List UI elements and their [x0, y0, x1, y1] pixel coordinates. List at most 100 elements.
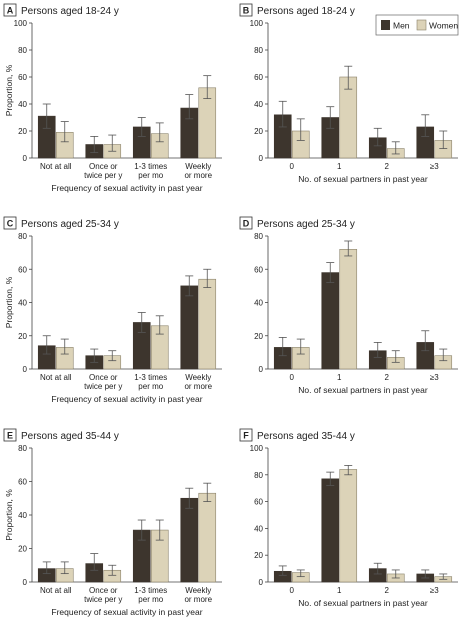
bar-men: [180, 285, 199, 370]
y-tick-label: 60: [18, 73, 27, 82]
x-tick-label: 1-3 times: [134, 373, 167, 382]
x-tick-label: 0: [290, 162, 295, 171]
y-tick-label: 20: [254, 332, 263, 341]
x-tick-label: or more: [184, 595, 212, 604]
chart-panel-f: F Persons aged 35-44 y 0 20 40 60 80 100 0 1 2 ≥3No…: [239, 428, 458, 608]
bar-women: [198, 492, 217, 583]
y-tick-label: 0: [23, 154, 28, 163]
bar-women: [339, 249, 358, 370]
x-tick-label: Not at all: [40, 162, 72, 171]
y-tick-label: 20: [18, 332, 27, 341]
y-tick-label: 20: [254, 551, 263, 560]
x-tick-label: 1: [337, 162, 342, 171]
panel-badge: [3, 3, 17, 17]
y-tick-label: 80: [18, 232, 27, 241]
x-tick-label: 2: [385, 373, 390, 382]
x-tick-label: twice per y: [84, 171, 122, 180]
panel-letter: C: [7, 219, 14, 229]
legend-swatch-men: [381, 20, 390, 30]
y-tick-label: 40: [18, 100, 27, 109]
panel-title: Persons aged 18-24 y: [257, 6, 355, 17]
x-tick-label: Weekly: [185, 373, 211, 382]
x-tick-label: 1: [337, 373, 342, 382]
x-tick-label: 0: [290, 373, 295, 382]
x-tick-label: twice per y: [84, 382, 122, 391]
panel-letter: D: [243, 219, 250, 229]
y-tick-label: 80: [18, 46, 27, 55]
x-tick-label: 0: [290, 586, 295, 595]
y-tick-label: 80: [254, 232, 263, 241]
x-tick-label: Weekly: [185, 586, 211, 595]
chart-panel-a: A Persons aged 18-24 y 0 20 40 60 80 100 Proport…: [3, 3, 222, 193]
y-tick-label: 80: [254, 471, 263, 480]
y-tick-label: 100: [14, 19, 28, 28]
y-tick-label: 40: [254, 299, 263, 308]
panel-title: Persons aged 25-34 y: [21, 219, 119, 230]
y-tick-label: 20: [254, 127, 263, 136]
panel-title: Persons aged 35-44 y: [257, 431, 355, 442]
y-tick-label: 0: [259, 578, 264, 587]
x-tick-label: Not at all: [40, 373, 72, 382]
y-tick-label: 60: [254, 265, 263, 274]
chart-panel-c: C Persons aged 25-34 y 0 20 40 60 80 Proportion…: [3, 216, 222, 404]
y-tick-label: 40: [18, 299, 27, 308]
chart-panel-b: B Persons aged 18-24 y 0 20 40 60 80 100 0 1 2 ≥3No…: [239, 3, 458, 184]
x-tick-label: or more: [184, 171, 212, 180]
y-tick-label: 0: [23, 578, 28, 587]
panel-badge: [3, 216, 17, 230]
y-tick-label: 20: [18, 545, 27, 554]
x-tick-label: 2: [385, 586, 390, 595]
legend: Men Women: [375, 14, 458, 36]
panel-title: Persons aged 25-34 y: [257, 219, 355, 230]
y-tick-label: 0: [259, 154, 264, 163]
x-tick-label: Once or: [89, 162, 118, 171]
panel-letter: E: [7, 431, 13, 441]
x-tick-label: ≥3: [430, 373, 439, 382]
x-tick-label: or more: [184, 382, 212, 391]
panel-badge: [3, 428, 17, 442]
y-tick-label: 40: [254, 524, 263, 533]
x-tick-label: per mo: [138, 171, 163, 180]
x-tick-label: Once or: [89, 586, 118, 595]
panel-letter: A: [7, 6, 14, 16]
y-tick-label: 60: [18, 265, 27, 274]
x-tick-label: 2: [385, 162, 390, 171]
panel-title: Persons aged 18-24 y: [21, 6, 119, 17]
y-tick-label: 100: [250, 19, 264, 28]
x-tick-label: per mo: [138, 382, 163, 391]
y-axis-label: Proportion, %: [4, 64, 14, 116]
y-tick-label: 80: [254, 46, 263, 55]
y-axis-label: Proportion, %: [4, 276, 14, 328]
y-tick-label: 60: [254, 498, 263, 507]
legend-label-men: Men: [393, 21, 410, 31]
x-tick-label: Not at all: [40, 586, 72, 595]
panel-title: Persons aged 35-44 y: [21, 431, 119, 442]
y-tick-label: 0: [259, 365, 264, 374]
y-tick-label: 0: [23, 365, 28, 374]
x-axis-label: No. of sexual partners in past year: [298, 385, 428, 395]
bar-men: [180, 497, 199, 583]
x-axis-label: Frequency of sexual activity in past yea…: [51, 183, 202, 193]
chart-panel-d: D Persons aged 25-34 y 0 20 40 60 80 0 1 2 ≥3No. o…: [239, 216, 458, 395]
legend-label-women: Women: [429, 21, 458, 31]
y-axis-label: Proportion, %: [4, 489, 14, 541]
x-tick-label: twice per y: [84, 595, 122, 604]
x-tick-label: ≥3: [430, 162, 439, 171]
x-tick-label: 1-3 times: [134, 586, 167, 595]
y-tick-label: 60: [18, 478, 27, 487]
panel-badge: [239, 3, 253, 17]
y-tick-label: 80: [18, 444, 27, 453]
legend-swatch-women: [416, 19, 427, 31]
x-tick-label: Weekly: [185, 162, 211, 171]
x-tick-label: 1-3 times: [134, 162, 167, 171]
bar-women: [339, 469, 358, 583]
x-tick-label: 1: [337, 586, 342, 595]
chart-panel-e: E Persons aged 35-44 y 0 20 40 60 80 Proportion…: [3, 428, 222, 617]
panel-letter: F: [243, 431, 249, 441]
bar-men: [321, 272, 340, 370]
x-axis-label: No. of sexual partners in past year: [298, 174, 428, 184]
y-tick-label: 60: [254, 73, 263, 82]
x-tick-label: ≥3: [430, 586, 439, 595]
y-tick-label: 40: [254, 100, 263, 109]
